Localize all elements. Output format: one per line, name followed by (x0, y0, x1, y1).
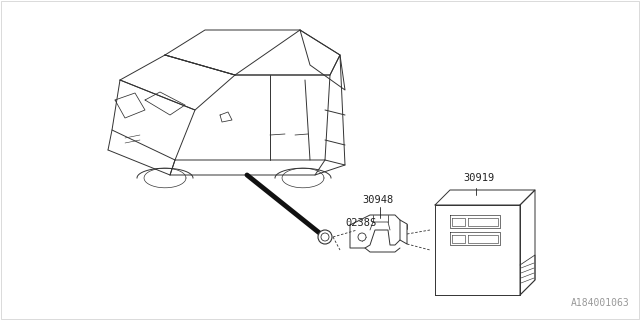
Circle shape (321, 233, 329, 241)
Text: 30948: 30948 (362, 195, 393, 205)
Text: A184001063: A184001063 (572, 298, 630, 308)
Circle shape (318, 230, 332, 244)
Circle shape (358, 233, 366, 241)
Text: 30919: 30919 (463, 173, 494, 183)
Text: 0238S: 0238S (345, 218, 376, 228)
